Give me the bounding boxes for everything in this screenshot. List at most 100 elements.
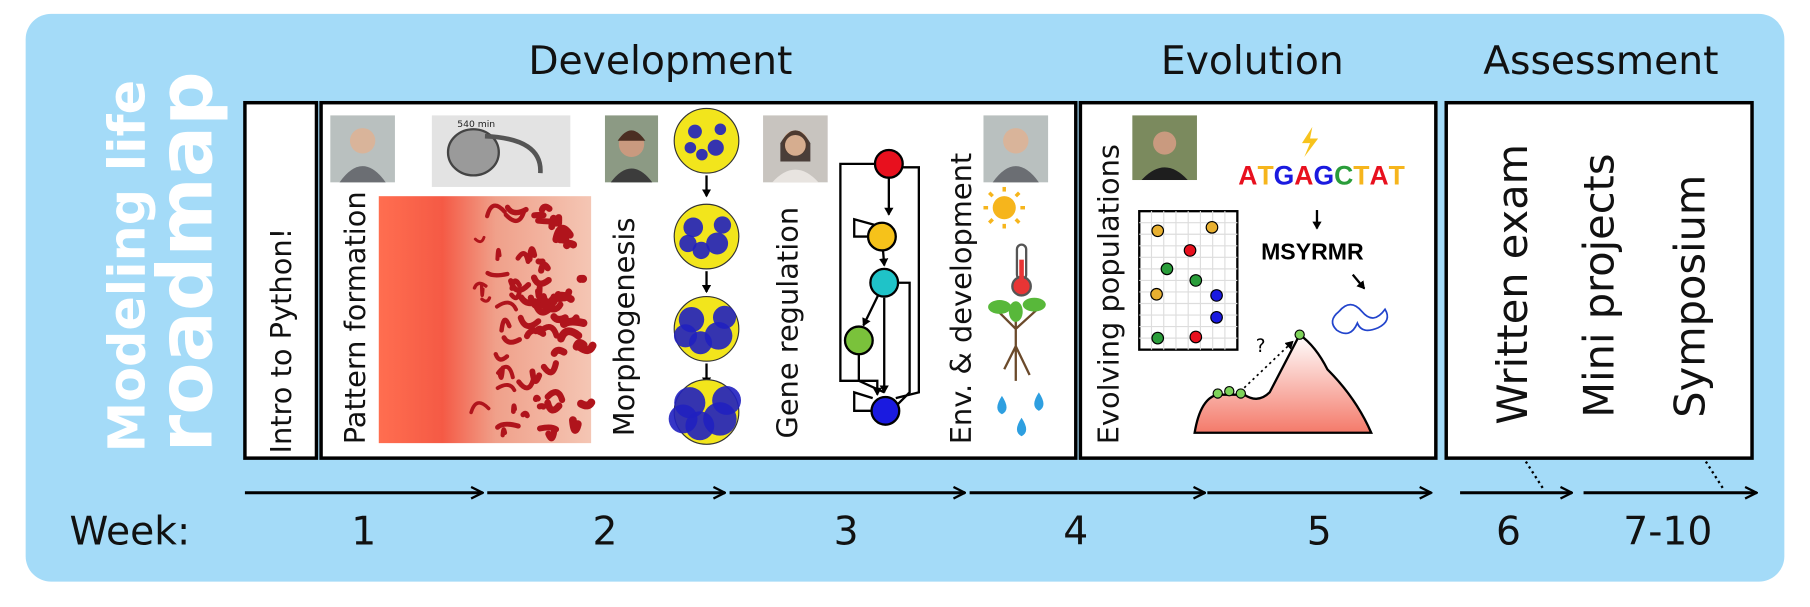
decoration-path (1331, 303, 1389, 335)
individual (1205, 220, 1219, 234)
decoration-g (983, 186, 1026, 229)
cell-region (713, 216, 732, 234)
individual (1151, 331, 1165, 345)
photos (330, 115, 1197, 183)
cell-region (673, 324, 698, 348)
decoration-line (1014, 191, 1021, 198)
pattern-stripe (541, 301, 564, 313)
cell-region (683, 217, 704, 238)
decoration-path (897, 281, 911, 405)
pattern-stripe (485, 203, 507, 219)
question-mark: ? (1256, 336, 1266, 357)
cell-region (714, 123, 727, 136)
cell-region (712, 386, 742, 415)
pattern-stripe (536, 403, 547, 410)
decoration-path (997, 392, 1044, 437)
decoration-ellipse (1008, 301, 1023, 322)
cell-region (696, 148, 708, 161)
pattern-stripe (555, 231, 570, 246)
pattern-stripe (569, 416, 582, 434)
roadmap-title: Modeling life roadmap (98, 71, 230, 452)
pattern-stripe (501, 335, 522, 345)
decoration-line (1014, 218, 1021, 224)
pattern-stripe (494, 300, 519, 312)
decoration-g (469, 203, 597, 442)
section-header: Development (528, 39, 792, 84)
pattern-stripe (472, 281, 488, 290)
decoration-circle (1294, 329, 1305, 340)
pattern-stripe (495, 383, 517, 393)
decoration-path (1301, 126, 1319, 157)
pattern-stripe (520, 410, 530, 419)
pattern-stripe (530, 274, 552, 287)
decoration-ellipse (988, 300, 1012, 314)
individual (1189, 330, 1203, 344)
pattern-stripe (517, 314, 542, 329)
week-number: 5 (1307, 510, 1332, 555)
decoration-circle (1153, 131, 1177, 155)
week-number: 6 (1496, 510, 1521, 555)
decoration-g (983, 115, 1049, 183)
pattern-stripe (535, 284, 543, 300)
decoration-line (988, 218, 994, 224)
cell-region (707, 139, 724, 156)
topic-labels: Intro to Python! Pattern formation Morph… (264, 144, 1715, 454)
pattern-stripe (511, 403, 517, 414)
week-number: 4 (1063, 510, 1088, 555)
decoration-line (988, 191, 994, 198)
decoration-ellipse (1022, 297, 1046, 312)
pattern-stripe (485, 270, 510, 278)
population-grid (1138, 210, 1239, 351)
decoration-path (772, 169, 819, 183)
pattern-stripe (532, 394, 541, 403)
decoration-circle (870, 395, 901, 426)
pattern-stripe (480, 296, 492, 303)
cell-region (692, 241, 710, 260)
decoration-path (853, 390, 874, 412)
week-number: 1 (351, 510, 376, 555)
pattern-stripe (557, 327, 583, 343)
section-header: Assessment (1483, 39, 1718, 84)
decoration-circle (1235, 388, 1247, 399)
cell-cluster (673, 107, 740, 174)
pattern-stripe (473, 235, 486, 244)
title-line2: roadmap (140, 71, 229, 452)
assessment-box (1444, 100, 1754, 460)
pattern-stripe (535, 217, 561, 225)
pattern-stripe (577, 398, 596, 410)
topic: Env. & development (944, 153, 978, 444)
sequence-figure: ATGAGCTAT MSYRMR ? (1193, 126, 1405, 434)
pattern-stripe (518, 294, 545, 307)
individual (1210, 289, 1223, 302)
decoration-circle (866, 221, 897, 252)
section-header: Evolution (1161, 39, 1344, 84)
decoration-path (610, 168, 653, 183)
week-numbers: 1 2 3 4 5 6 7-10 (351, 510, 1712, 555)
topic: Pattern formation (338, 191, 372, 444)
pattern-stripe (497, 365, 505, 380)
decoration-path (617, 130, 646, 141)
decoration-g (1132, 115, 1197, 181)
pattern-stripe (509, 278, 522, 291)
topic: Gene regulation (771, 207, 805, 439)
decoration-g (763, 115, 828, 183)
topic: Mini projects (1575, 154, 1624, 418)
intro-box (243, 100, 319, 460)
topic: Intro to Python! (264, 228, 298, 454)
decoration-path (339, 166, 386, 183)
decoration-circle (843, 325, 874, 356)
decoration-ellipse (446, 128, 500, 177)
pattern-stripe (559, 317, 588, 329)
decoration-line (1351, 273, 1366, 290)
cell-region (712, 305, 737, 329)
decoration-g (604, 115, 659, 183)
title-line1: Modeling life (98, 80, 157, 452)
cell-region (688, 124, 702, 139)
embryo-time: 540 min (457, 119, 495, 130)
pattern-stripe (499, 317, 512, 333)
decoration-circle (992, 196, 1016, 220)
pattern-stripe (538, 203, 553, 214)
week-number: 3 (834, 510, 859, 555)
pattern-stripe (526, 246, 538, 263)
